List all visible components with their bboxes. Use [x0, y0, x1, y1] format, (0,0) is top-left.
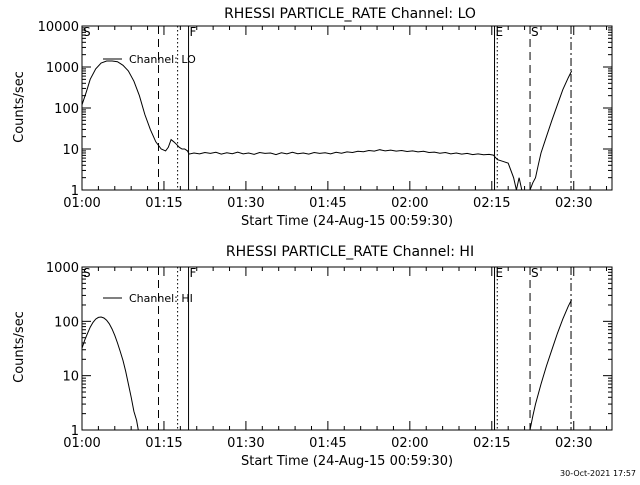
y-tick-label-hi: 1 [71, 424, 79, 439]
x-tick-label-hi: 01:00 [63, 436, 100, 451]
panel-lo: RHESSI PARTICLE_RATE Channel: LO Start T… [12, 6, 613, 229]
marker-label-lo: S [83, 25, 91, 39]
y-tick-label-hi: 100 [54, 315, 79, 330]
x-tick-label-lo: 02:30 [555, 196, 592, 211]
x-tick-label-hi: 02:30 [555, 436, 592, 451]
x-tick-label-lo: 01:30 [227, 196, 264, 211]
y-tick-label-lo: 1 [71, 184, 79, 199]
marker-label-hi: S [531, 266, 539, 280]
marker-label-lo: F [190, 25, 197, 39]
series-line-hi [529, 299, 573, 431]
x-tick-label-lo: 01:45 [309, 196, 346, 211]
x-tick-label-hi: 01:45 [309, 436, 346, 451]
marker-label-lo: E [496, 25, 504, 39]
y-tick-label-lo: 1000 [46, 61, 79, 76]
x-tick-label-hi: 02:00 [391, 436, 428, 451]
x-tick-label-lo: 01:15 [145, 196, 182, 211]
marker-label-lo: S [531, 25, 539, 39]
x-tick-label-hi: 01:15 [145, 436, 182, 451]
footer-timestamp: 30-Oct-2021 17:57 [560, 469, 636, 478]
x-tick-label-lo: 02:00 [391, 196, 428, 211]
x-axis-label-lo: Start Time (24-Aug-15 00:59:30) [241, 214, 453, 229]
y-axis-label-lo: Counts/sec [12, 71, 27, 143]
legend-label-hi: Channel: HI [129, 292, 193, 305]
y-tick-label-hi: 10 [62, 370, 79, 385]
y-tick-label-hi: 1000 [46, 261, 79, 276]
series-line-lo [81, 60, 573, 191]
marker-label-hi: F [190, 266, 197, 280]
y-tick-label-lo: 100 [54, 102, 79, 117]
legend-label-lo: Channel: LO [129, 53, 196, 66]
y-tick-label-lo: 10000 [38, 20, 79, 35]
chart-title-lo: RHESSI PARTICLE_RATE Channel: LO [224, 6, 476, 22]
x-tick-label-lo: 02:15 [473, 196, 510, 211]
y-tick-label-lo: 10 [62, 143, 79, 158]
panel-hi: RHESSI PARTICLE_RATE Channel: HI Start T… [12, 244, 613, 469]
y-axis-label-hi: Counts/sec [12, 311, 27, 383]
marker-label-hi: S [83, 266, 91, 280]
x-tick-label-hi: 02:15 [473, 436, 510, 451]
x-axis-label-hi: Start Time (24-Aug-15 00:59:30) [241, 454, 453, 469]
plot-frame-lo [81, 25, 613, 191]
marker-label-hi: E [496, 266, 504, 280]
chart-title-hi: RHESSI PARTICLE_RATE Channel: HI [226, 244, 474, 260]
x-tick-label-hi: 01:30 [227, 436, 264, 451]
series-line-hi [81, 316, 139, 431]
x-tick-label-lo: 01:00 [63, 196, 100, 211]
